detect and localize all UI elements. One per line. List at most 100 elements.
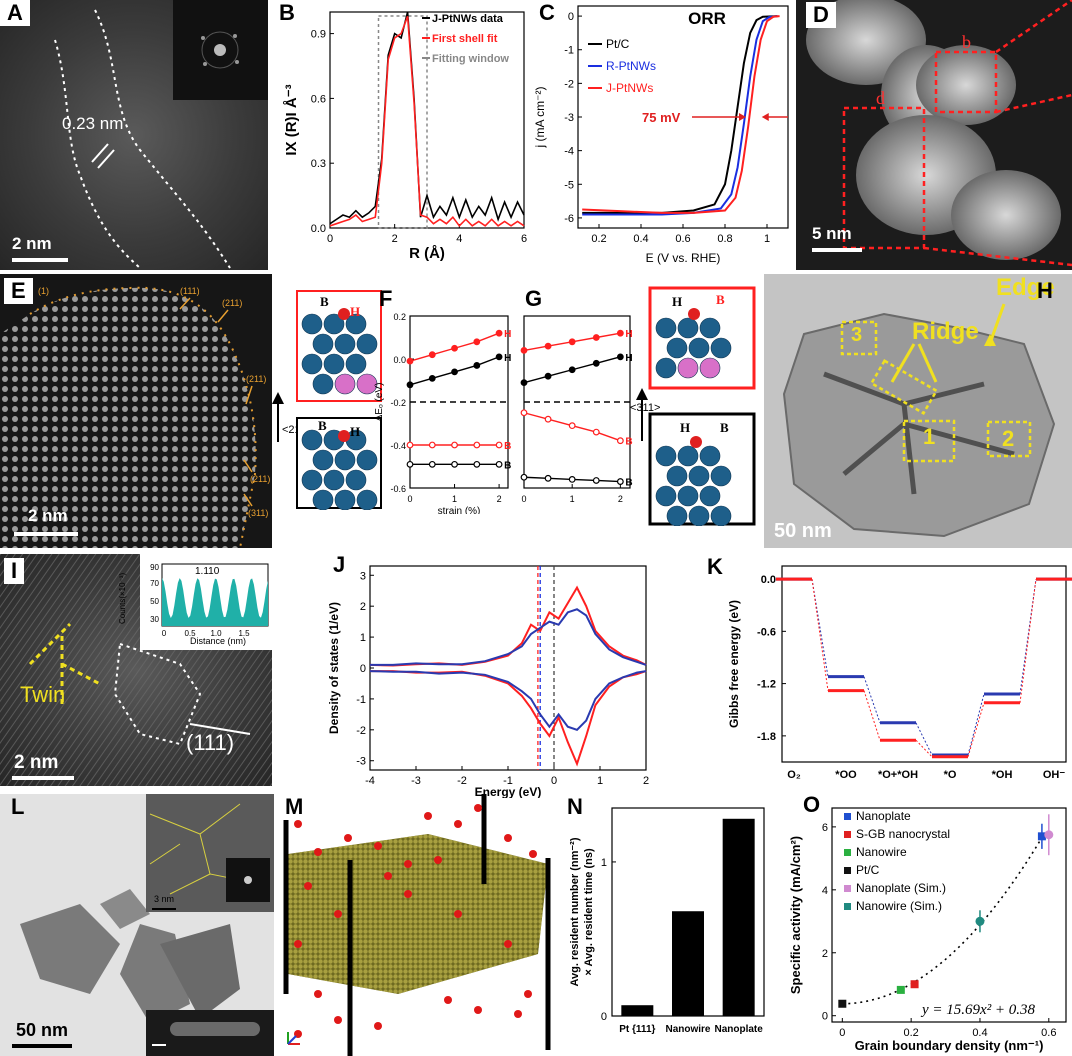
connector <box>967 693 985 756</box>
y-tick-label: -3 <box>564 112 574 124</box>
adsorbate-molecule <box>454 910 462 918</box>
plot-frame <box>369 565 647 771</box>
y-axis-label: Gibbs free energy (eV) <box>727 600 741 728</box>
adsorbate-molecule <box>314 990 322 998</box>
x-axis-label: R (Å) <box>409 245 445 262</box>
panel-n: N 0 1 Pt {111} Nanowire Nanoplate Avg. reside… <box>560 794 770 1056</box>
data-point <box>428 374 436 382</box>
x-tick-label: Nanowire <box>665 1024 710 1035</box>
x-tick-label: 0.2 <box>591 233 606 245</box>
x-tick-label: 6 <box>521 233 527 245</box>
panel-a: A 0.23 nm 2 nm <box>0 0 268 270</box>
chart-k: 0.0 -0.6 -1.2 -1.8 O₂ *OO *O+*OH *O *OH OH⁻ Gibbs … <box>727 565 1072 781</box>
y-axis-label: IX (R)I Å⁻³ <box>283 84 300 155</box>
y-tick-label: 0 <box>360 663 366 675</box>
data-point <box>428 460 436 468</box>
x-tick-label: 2 <box>618 494 623 504</box>
legend-swatch <box>844 885 851 892</box>
bar <box>722 818 755 1016</box>
data-point <box>406 460 414 468</box>
y-axis-label: ΔEₒ (eV) <box>374 383 385 422</box>
panel-h: H Edge Ridge 1 2 3 50 nm <box>764 274 1072 548</box>
panel-label: K <box>707 554 723 579</box>
atom-pt <box>345 313 367 335</box>
atom-pt <box>655 445 677 467</box>
y-tick-label: 2 <box>822 948 828 960</box>
panel-m: M <box>278 794 556 1056</box>
atom-pt <box>666 337 688 359</box>
data-point <box>838 999 847 1008</box>
atom-pt <box>356 333 378 355</box>
flake-svg <box>782 303 1056 538</box>
series-J-PtNWs <box>582 15 780 214</box>
data-point <box>544 415 552 423</box>
bar <box>621 1005 654 1016</box>
data-point <box>406 441 414 449</box>
series-label: H <box>625 329 632 340</box>
chart-j: -4 -3 -2 -1 0 1 2 3 2 1 0 -1 -2 -3 Energy (eV) Density … <box>327 565 649 798</box>
chart-o: 0 0.2 0.4 0.6 0 2 4 6 Grain boundary density (nm… <box>788 807 1067 1053</box>
connector <box>1019 578 1037 695</box>
inset-period-label: 1.110 <box>195 566 220 577</box>
series-label: H <box>504 329 511 340</box>
panel-i: 90 70 50 30 0 0.5 1.0 1.5 I 1.110 Counts(×10⁻³)… <box>0 554 272 786</box>
x-tick-label: OH⁻ <box>1043 769 1066 781</box>
x-tick-label: 2 <box>497 494 502 504</box>
adsorbate-molecule <box>334 910 342 918</box>
atom-pt <box>334 489 356 510</box>
data-point <box>1037 832 1046 841</box>
x-tick-label: 0 <box>839 1027 845 1039</box>
data-point <box>473 441 481 449</box>
y-axis-label: Density of states (1/eV) <box>327 602 341 734</box>
connector <box>811 578 829 691</box>
atom-pt <box>666 505 688 526</box>
atom-pt <box>356 449 378 471</box>
data-point <box>568 422 576 430</box>
label-h-bot-f: H <box>350 424 361 439</box>
series-R-PtNWs <box>582 15 778 216</box>
data-point <box>406 381 414 389</box>
atom-pt <box>312 489 334 510</box>
scale-label: 2 nm <box>12 234 52 253</box>
y-tick-label: -6 <box>564 213 574 225</box>
facet-edge: (1) <box>38 286 49 296</box>
direction-g: <311> <box>630 402 661 414</box>
y-tick-label: -1.8 <box>757 731 776 743</box>
data-point <box>520 409 528 417</box>
data-point <box>1044 830 1054 840</box>
data-point <box>473 338 481 346</box>
x-tick-label: 0.8 <box>717 233 732 245</box>
data-point <box>495 441 503 449</box>
atom-pt <box>710 505 732 526</box>
inset-profile <box>162 578 268 626</box>
dos-down <box>369 670 647 731</box>
y-tick-label: 0.0 <box>761 574 776 586</box>
delta-annotation: 75 mV <box>642 110 681 125</box>
atom-pt <box>655 317 677 339</box>
panel-label: F <box>379 286 393 311</box>
atom-pt <box>655 357 677 379</box>
y-tick-label: 0.6 <box>311 93 326 105</box>
x-tick-label: Nanoplate <box>714 1024 763 1035</box>
legend-entry: Nanoplate <box>856 809 911 823</box>
atom-pt <box>323 353 345 375</box>
oxygen-atom <box>688 308 700 320</box>
y-tick-label: 0.0 <box>393 355 406 365</box>
adsorbate-molecule <box>404 890 412 898</box>
y-tick-label: 4 <box>822 885 828 897</box>
legend-swatch <box>844 903 851 910</box>
x-axis-label: E (V vs. RHE) <box>646 251 721 265</box>
inset-y-tick: 30 <box>150 615 159 624</box>
data-point <box>616 478 624 485</box>
adsorbate-molecule <box>474 804 482 812</box>
y-tick-label: -2 <box>564 78 574 90</box>
panel-label: I <box>4 558 25 584</box>
label-h-top-f: H <box>350 304 361 319</box>
atom-pt <box>345 353 367 375</box>
x-tick-label: 2 <box>643 775 649 787</box>
atom-pt <box>301 353 323 375</box>
connector <box>1019 579 1037 703</box>
scale-bar <box>12 258 68 262</box>
y-tick-label: 0 <box>601 1011 607 1023</box>
